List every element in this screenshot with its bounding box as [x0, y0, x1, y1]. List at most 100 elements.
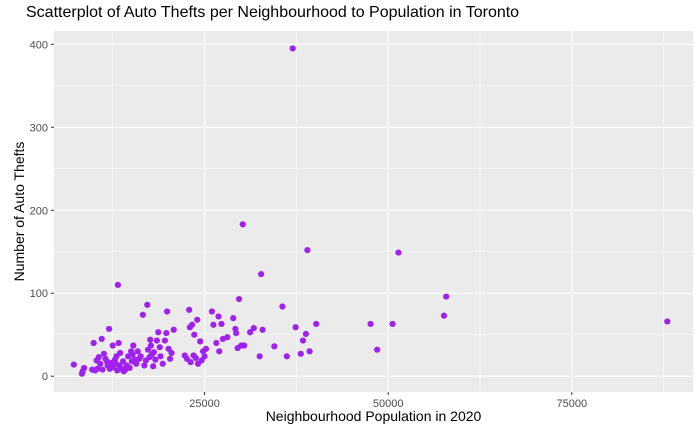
data-point	[134, 348, 141, 355]
x-tick-label: 25000	[189, 398, 220, 410]
x-axis: 25000 50000 75000	[189, 392, 587, 410]
data-point	[247, 329, 254, 336]
data-point	[97, 360, 104, 367]
data-points	[70, 45, 671, 377]
y-axis: 0 100 200 300 400	[30, 39, 54, 383]
data-point	[283, 353, 290, 360]
minor-gridlines	[54, 31, 693, 392]
data-point	[109, 342, 116, 349]
data-point	[163, 329, 170, 337]
data-point	[233, 329, 240, 337]
data-point	[126, 364, 133, 372]
x-tick-label: 75000	[557, 398, 588, 410]
data-point	[188, 321, 196, 328]
data-point	[292, 324, 299, 331]
data-point	[213, 339, 220, 347]
data-point	[150, 363, 157, 370]
data-point	[306, 348, 313, 355]
x-tick-label: 50000	[373, 398, 404, 410]
data-point	[664, 318, 671, 325]
data-point	[259, 326, 266, 333]
data-point	[95, 354, 102, 361]
data-point	[224, 334, 231, 341]
y-tick-label: 200	[30, 205, 48, 217]
data-point	[208, 308, 216, 315]
data-point	[297, 350, 304, 357]
data-point	[100, 350, 108, 357]
data-point	[161, 337, 169, 344]
data-point	[187, 359, 194, 366]
data-point	[98, 335, 105, 342]
data-point	[90, 339, 97, 347]
data-point	[94, 365, 101, 372]
data-point	[152, 356, 159, 363]
data-point	[395, 249, 402, 256]
data-point	[258, 271, 265, 278]
data-point	[137, 353, 144, 360]
data-point	[157, 353, 164, 360]
data-point	[141, 362, 148, 369]
major-gridlines	[54, 31, 693, 392]
data-point	[81, 364, 88, 372]
data-point	[155, 329, 162, 336]
data-point	[302, 330, 310, 338]
data-point	[114, 281, 121, 289]
data-point	[201, 353, 208, 360]
data-point	[133, 360, 140, 367]
data-point	[440, 312, 448, 319]
data-point	[153, 337, 160, 344]
data-point	[129, 351, 136, 358]
data-point	[166, 355, 174, 362]
data-point	[215, 313, 222, 320]
data-point	[210, 321, 217, 328]
data-point	[239, 221, 246, 228]
data-point	[250, 324, 257, 332]
data-point	[99, 366, 106, 373]
data-point	[256, 353, 263, 360]
data-point	[443, 293, 450, 300]
data-point	[115, 339, 122, 347]
data-point	[147, 342, 155, 349]
data-point	[299, 337, 307, 344]
y-axis-title: Number of Auto Thefts	[11, 142, 27, 282]
data-point	[170, 326, 177, 333]
y-tick-label: 100	[30, 288, 48, 300]
data-point	[289, 45, 296, 52]
data-point	[168, 349, 175, 357]
data-point	[367, 320, 374, 328]
data-point	[105, 325, 113, 333]
data-point	[218, 320, 225, 328]
data-point	[147, 336, 154, 343]
data-point	[164, 308, 171, 315]
data-point	[241, 342, 248, 349]
data-point	[156, 344, 163, 351]
data-point	[117, 349, 124, 357]
data-point	[313, 320, 320, 328]
data-point	[279, 303, 286, 310]
y-tick-label: 0	[42, 371, 48, 383]
data-point	[304, 246, 311, 254]
data-point	[130, 342, 137, 349]
x-axis-title: Neighbourhood Population in 2020	[266, 408, 482, 424]
data-point	[119, 358, 127, 365]
data-point	[230, 315, 237, 322]
data-point	[192, 354, 199, 362]
data-point	[159, 360, 166, 367]
data-point	[389, 320, 396, 328]
data-point	[197, 338, 204, 345]
data-point	[191, 331, 198, 338]
data-point	[202, 345, 210, 352]
data-point	[150, 349, 157, 356]
data-point	[194, 316, 201, 323]
data-point	[271, 343, 278, 350]
data-point	[374, 346, 381, 353]
y-tick-label: 300	[30, 122, 48, 134]
data-point	[235, 295, 243, 303]
data-point	[70, 361, 77, 368]
data-point	[139, 311, 146, 318]
data-point	[144, 301, 151, 308]
chart-title: Scatterplot of Auto Thefts per Neighbour…	[26, 4, 520, 21]
data-point	[186, 306, 193, 313]
data-point	[216, 348, 223, 355]
